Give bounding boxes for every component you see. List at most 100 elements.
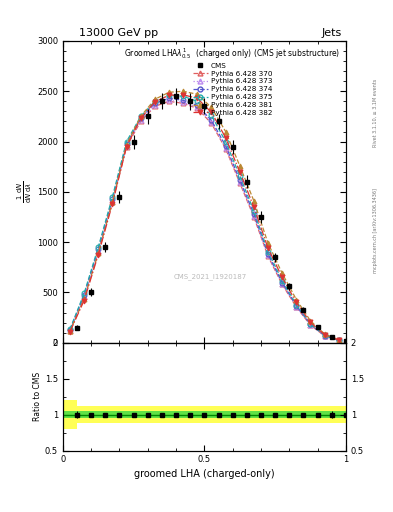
Pythia 6.428 381 [195, 91, 200, 97]
Pythia 6.428 375 [223, 138, 228, 144]
Pythia 6.428 375 [308, 321, 313, 327]
Pythia 6.428 374 [152, 100, 157, 106]
Pythia 6.428 381 [124, 141, 129, 147]
Pythia 6.428 375 [181, 93, 185, 99]
Pythia 6.428 382 [82, 297, 86, 304]
Pythia 6.428 373 [124, 142, 129, 148]
X-axis label: groomed LHA (charged-only): groomed LHA (charged-only) [134, 468, 275, 479]
Pythia 6.428 373 [322, 333, 327, 339]
Pythia 6.428 375 [82, 290, 86, 296]
Pythia 6.428 370 [152, 103, 157, 110]
Pythia 6.428 382 [152, 99, 157, 105]
Pythia 6.428 382 [124, 143, 129, 150]
Pythia 6.428 373 [308, 322, 313, 328]
Pythia 6.428 381 [152, 96, 157, 102]
Pythia 6.428 370 [280, 282, 285, 288]
Line: Pythia 6.428 382: Pythia 6.428 382 [68, 92, 341, 343]
Pythia 6.428 382 [308, 319, 313, 326]
Pythia 6.428 381 [138, 113, 143, 119]
Pythia 6.428 382 [96, 252, 101, 258]
Pythia 6.428 370 [68, 328, 72, 334]
Pythia 6.428 374 [336, 337, 341, 344]
Pythia 6.428 370 [181, 100, 185, 106]
Pythia 6.428 374 [138, 115, 143, 121]
Pythia 6.428 375 [294, 302, 299, 308]
Pythia 6.428 382 [223, 135, 228, 141]
Pythia 6.428 373 [195, 104, 200, 111]
Pythia 6.428 382 [68, 329, 72, 335]
Pythia 6.428 374 [322, 332, 327, 338]
Text: mcplots.cern.ch [arXiv:1306.3436]: mcplots.cern.ch [arXiv:1306.3436] [373, 188, 378, 273]
Pythia 6.428 382 [237, 168, 242, 175]
Pythia 6.428 382 [336, 337, 341, 343]
Pythia 6.428 375 [138, 113, 143, 119]
Pythia 6.428 373 [82, 293, 86, 300]
Pythia 6.428 374 [252, 211, 256, 217]
Pythia 6.428 375 [124, 138, 129, 144]
Pythia 6.428 375 [68, 326, 72, 332]
Pythia 6.428 382 [280, 274, 285, 281]
Y-axis label: Ratio to CMS: Ratio to CMS [33, 372, 42, 421]
Pythia 6.428 382 [252, 204, 256, 210]
Pythia 6.428 373 [252, 213, 256, 219]
Pythia 6.428 382 [181, 92, 185, 98]
Pythia 6.428 370 [167, 98, 171, 104]
Pythia 6.428 382 [138, 115, 143, 121]
Pythia 6.428 373 [110, 198, 115, 204]
Pythia 6.428 382 [266, 245, 270, 251]
Pythia 6.428 374 [308, 322, 313, 328]
Pythia 6.428 373 [336, 337, 341, 344]
Pythia 6.428 381 [82, 296, 86, 302]
Pythia 6.428 375 [336, 337, 341, 344]
Pythia 6.428 370 [237, 180, 242, 186]
Pythia 6.428 374 [237, 177, 242, 183]
Pythia 6.428 381 [252, 198, 256, 204]
Pythia 6.428 375 [322, 332, 327, 338]
Pythia 6.428 370 [223, 145, 228, 152]
Pythia 6.428 370 [138, 118, 143, 124]
Pythia 6.428 381 [110, 199, 115, 205]
Pythia 6.428 375 [209, 112, 214, 118]
Pythia 6.428 374 [280, 280, 285, 286]
Pythia 6.428 370 [308, 322, 313, 328]
Pythia 6.428 375 [110, 194, 115, 200]
Pythia 6.428 370 [322, 333, 327, 339]
Pythia 6.428 375 [167, 92, 171, 98]
Pythia 6.428 374 [167, 95, 171, 101]
Pythia 6.428 374 [181, 97, 185, 103]
Pythia 6.428 373 [167, 97, 171, 103]
Pythia 6.428 374 [294, 303, 299, 309]
Text: CMS_2021_I1920187: CMS_2021_I1920187 [173, 273, 247, 280]
Pythia 6.428 381 [181, 88, 185, 94]
Pythia 6.428 370 [336, 337, 341, 344]
Pythia 6.428 374 [96, 246, 101, 252]
Pythia 6.428 370 [252, 214, 256, 220]
Pythia 6.428 381 [308, 318, 313, 324]
Pythia 6.428 381 [223, 129, 228, 135]
Pythia 6.428 381 [322, 331, 327, 337]
Line: Pythia 6.428 375: Pythia 6.428 375 [68, 93, 341, 343]
Pythia 6.428 381 [68, 328, 72, 334]
Pythia 6.428 375 [252, 208, 256, 214]
Line: Pythia 6.428 381: Pythia 6.428 381 [68, 89, 341, 342]
Pythia 6.428 381 [266, 240, 270, 246]
Pythia 6.428 374 [266, 251, 270, 257]
Pythia 6.428 382 [322, 332, 327, 338]
Line: Pythia 6.428 374: Pythia 6.428 374 [68, 96, 341, 343]
Pythia 6.428 373 [68, 327, 72, 333]
Pythia 6.428 375 [280, 278, 285, 284]
Pythia 6.428 374 [209, 117, 214, 123]
Pythia 6.428 373 [181, 99, 185, 105]
Pythia 6.428 374 [124, 140, 129, 146]
Pythia 6.428 373 [223, 144, 228, 151]
Pythia 6.428 370 [294, 304, 299, 310]
Pythia 6.428 375 [96, 244, 101, 250]
Pythia 6.428 382 [294, 299, 299, 305]
Pythia 6.428 375 [237, 173, 242, 179]
Legend: CMS, Pythia 6.428 370, Pythia 6.428 373, Pythia 6.428 374, Pythia 6.428 375, Pyt: CMS, Pythia 6.428 370, Pythia 6.428 373,… [123, 45, 342, 117]
Text: Rivet 3.1.10, ≥ 3.1M events: Rivet 3.1.10, ≥ 3.1M events [373, 78, 378, 147]
Pythia 6.428 370 [124, 143, 129, 150]
Pythia 6.428 373 [96, 248, 101, 254]
Pythia 6.428 373 [294, 304, 299, 310]
Pythia 6.428 375 [152, 98, 157, 104]
